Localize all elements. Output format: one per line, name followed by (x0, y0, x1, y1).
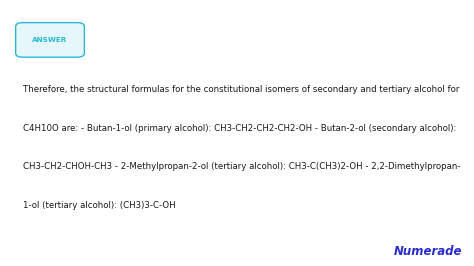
Text: C4H10O are: - Butan-1-ol (primary alcohol): CH3-CH2-CH2-CH2-OH - Butan-2-ol (sec: C4H10O are: - Butan-1-ol (primary alcoho… (23, 124, 456, 133)
Text: CH3-CH2-CHOH-CH3 - 2-Methylpropan-2-ol (tertiary alcohol): CH3-C(CH3)2-OH - 2,2-: CH3-CH2-CHOH-CH3 - 2-Methylpropan-2-ol (… (23, 162, 460, 171)
Text: 1-ol (tertiary alcohol): (CH3)3-C-OH: 1-ol (tertiary alcohol): (CH3)3-C-OH (23, 201, 175, 210)
FancyBboxPatch shape (16, 23, 84, 57)
Text: ANSWER: ANSWER (32, 37, 68, 43)
Text: Numerade: Numerade (393, 245, 462, 258)
Text: Therefore, the structural formulas for the constitutional isomers of secondary a: Therefore, the structural formulas for t… (23, 85, 459, 94)
